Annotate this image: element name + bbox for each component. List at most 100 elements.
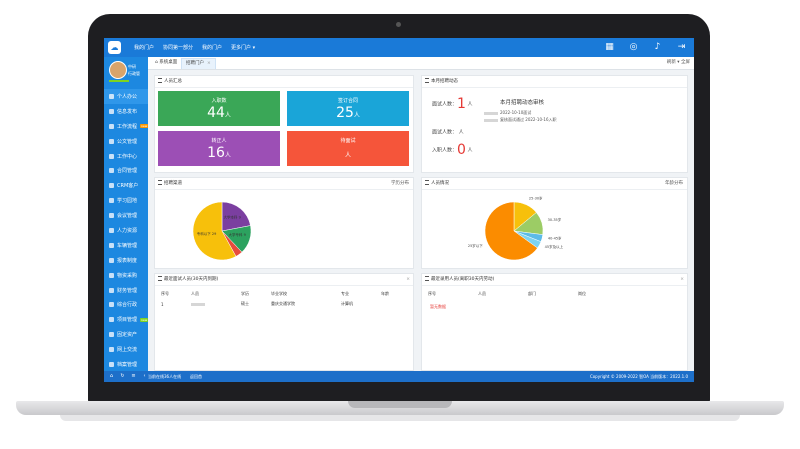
status-bar: ⌂ ↻ ≡ ‹ 当前在线36人在线 返回首 Copyright © 2009-2… (104, 371, 694, 382)
sidebar-item[interactable]: 项目管理 new (104, 312, 149, 327)
panel-header: 本月招聘动态 (422, 76, 687, 88)
tab-label: 招聘门户 (186, 61, 204, 66)
pie-label: 专科以下 29 (197, 231, 217, 236)
cloud-logo-icon[interactable]: ☁ (108, 41, 121, 54)
tile-hired[interactable]: 入职数 44人 (158, 91, 280, 126)
top-nav-item[interactable]: 我的门户 (134, 45, 155, 51)
logout-icon[interactable]: ⇥ (677, 42, 686, 52)
sidebar-menu: 个人办公 信息发布 工作流程 new 公文管理 工作中心 合同管理 CRM客户 学习园地 会议管理… (104, 89, 149, 372)
sidebar-item[interactable]: 工作流程 new (104, 119, 149, 134)
laptop-foot (60, 415, 740, 421)
grid-icon[interactable]: ▦ (605, 42, 614, 52)
new-badge: new (140, 317, 149, 322)
sidebar-item[interactable]: 财务管理 (104, 283, 148, 298)
empty-notice: 暂无数据 (430, 304, 446, 309)
sidebar-item[interactable]: 公文管理 (104, 134, 148, 149)
user-card[interactable]: 中研 行政管 (104, 57, 148, 89)
sidebar-item[interactable]: 车辆管理 (104, 238, 148, 253)
sidebar-item[interactable]: 会议管理 (104, 208, 148, 223)
sidebar-item[interactable]: 综合行政 (104, 297, 148, 312)
menu-item-icon (109, 361, 114, 367)
tile-contracts[interactable]: 签订合同 25人 (287, 91, 409, 126)
chart-link[interactable]: 学历分布 (391, 181, 409, 186)
pie-label: 大学专科 9 (228, 232, 245, 237)
tile-value: 44人 (207, 105, 231, 121)
sidebar-item-label: 物资采购 (117, 272, 138, 279)
chevron-left-icon[interactable]: ‹ (143, 373, 146, 379)
status-link[interactable]: 返回首 (190, 374, 202, 379)
column-header: 部门 (528, 291, 536, 296)
menu-item-icon (109, 302, 114, 308)
laptop-base (16, 401, 784, 415)
pie-slice[interactable] (484, 201, 538, 261)
sidebar-item-label: 人力资源 (117, 227, 138, 234)
tile-title: 签订合同 (337, 98, 358, 104)
column-header: 专业 (341, 291, 349, 296)
sidebar-item[interactable]: 信息发布 (104, 104, 148, 119)
cell-name (189, 299, 239, 309)
avatar[interactable] (109, 61, 127, 79)
pie-slice[interactable] (192, 201, 237, 261)
dynamics-line: 2022-10-10面试 (484, 110, 531, 116)
interview-list-panel: 最近面试人员(30天内到期) × 序号 人员 学历 毕业学校 专业 年龄 1 硕士… (154, 273, 414, 371)
column-header: 人员 (191, 291, 199, 296)
sidebar-item[interactable]: 档案管理 (104, 357, 148, 372)
sidebar-item[interactable]: CRM客户 (104, 178, 148, 193)
sidebar-item-label: 车辆管理 (117, 242, 138, 249)
close-icon[interactable]: × (680, 277, 684, 282)
tile-regular[interactable]: 转正人 16人 (158, 131, 280, 166)
tab-actions[interactable]: 刷新 ▾ 全屏 (666, 60, 690, 65)
tab-recruit-portal[interactable]: 招聘门户 × (181, 58, 216, 69)
menu-icon (158, 180, 162, 185)
home-icon[interactable]: ⌂ (109, 373, 114, 379)
close-icon[interactable]: × (406, 277, 410, 282)
chart-link[interactable]: 年龄分布 (665, 181, 683, 186)
list-icon[interactable]: ≡ (131, 373, 136, 379)
hire-list-panel: 最近录用人员(离职30天内劳动) × 序号 人员 部门 岗位 暂无数据 (421, 273, 688, 371)
panel-header: 人员汇总 (155, 76, 413, 88)
column-header: 人员 (478, 291, 486, 296)
sidebar-item[interactable]: 合同管理 (104, 163, 148, 178)
sidebar-item[interactable]: 报表制度 (104, 253, 148, 268)
pie-label: 大学本科 9 (223, 215, 240, 220)
panel-title: 人员汇总 (164, 79, 182, 84)
tile-pending-interview[interactable]: 待面试 人 (287, 131, 409, 166)
close-icon[interactable]: × (207, 61, 211, 66)
top-nav-item[interactable]: 更多门户 ▾ (231, 45, 256, 51)
sidebar-item[interactable]: 物资采购 (104, 268, 148, 283)
tile-value: 16人 (207, 145, 231, 161)
panel-title: 本月招聘动态 (431, 79, 458, 84)
sidebar-item[interactable]: 学习园地 (104, 193, 148, 208)
settings-icon[interactable]: ◎ (629, 42, 638, 52)
sidebar-item[interactable]: 人力资源 (104, 223, 148, 238)
sidebar-item-label: 学习园地 (117, 198, 138, 205)
tile-title: 入职数 (211, 98, 227, 104)
sidebar-item-label: 工作流程 (117, 123, 138, 130)
sidebar-item[interactable]: 工作中心 (104, 149, 148, 164)
column-header: 序号 (161, 291, 169, 296)
sidebar-item-label: 财务管理 (117, 287, 138, 294)
menu-icon (158, 276, 162, 281)
sidebar-item[interactable]: 个人办公 (104, 89, 148, 104)
bell-icon[interactable]: ♪ (654, 42, 661, 52)
table-row[interactable]: 1 硕士 重庆交通学院 计算机 (159, 299, 409, 309)
sidebar-item-label: 公文管理 (117, 138, 138, 145)
menu-item-icon (109, 287, 114, 293)
cell-age (379, 299, 409, 309)
panel-header: 人员情况 年龄分布 (422, 178, 687, 190)
menu-item-icon (109, 272, 114, 278)
sidebar-item[interactable]: 网上交流 (104, 342, 148, 357)
top-nav-item[interactable]: 协同第一部分 (163, 45, 194, 51)
home-tab-icon: ⌂ (155, 60, 160, 65)
refresh-icon[interactable]: ↻ (120, 373, 125, 379)
column-header: 学历 (241, 291, 249, 296)
tab-desktop[interactable]: ⌂ 系统桌面 (151, 58, 181, 68)
pie-slice[interactable] (221, 201, 251, 232)
tile-title: 待面试 (340, 138, 356, 144)
menu-item-icon (109, 317, 114, 323)
online-count[interactable]: 当前在线36人在线 (148, 374, 182, 379)
sidebar: 中研 行政管 个人办公 信息发布 工作流程 new 公文管理 工作中心 合同管理 CRM客户学… (104, 57, 149, 372)
top-nav-item[interactable]: 我的门户 (202, 45, 223, 51)
menu-item-icon (109, 168, 114, 174)
sidebar-item[interactable]: 固定资产 (104, 327, 148, 342)
